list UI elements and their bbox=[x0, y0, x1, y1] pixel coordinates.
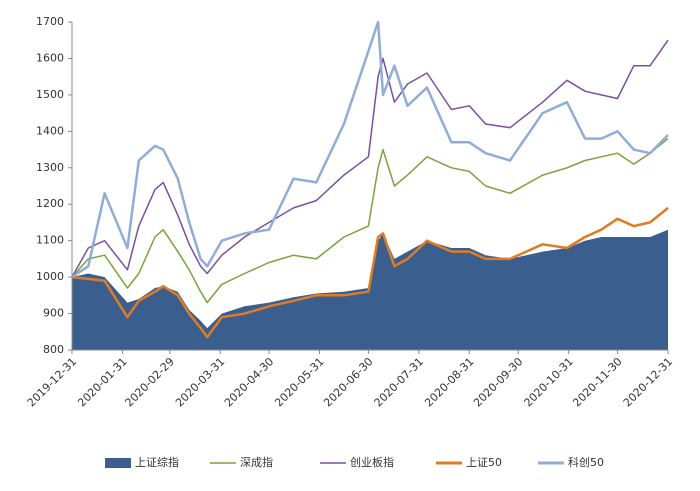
line bbox=[71, 20, 669, 279]
line bbox=[71, 206, 669, 339]
line bbox=[71, 39, 669, 278]
x-tick-label: 2020-08-31 bbox=[422, 355, 476, 409]
legend-label: 上证50 bbox=[466, 456, 502, 469]
x-tick-label: 2020-06-30 bbox=[321, 355, 375, 409]
y-tick-label: 800 bbox=[43, 343, 64, 356]
y-tick-label: 1000 bbox=[36, 270, 64, 283]
x-tick-label: 2020-01-31 bbox=[75, 355, 129, 409]
legend-label: 深成指 bbox=[240, 455, 273, 469]
line bbox=[71, 138, 669, 304]
x-tick-label: 2020-03-31 bbox=[173, 355, 227, 409]
legend-label: 科创50 bbox=[568, 455, 604, 469]
y-tick-label: 1200 bbox=[36, 197, 64, 210]
y-tick-label: 1500 bbox=[36, 88, 64, 101]
x-tick-label: 2019-12-31 bbox=[25, 355, 79, 409]
x-tick-label: 2020-05-31 bbox=[272, 355, 326, 409]
y-tick-label: 1300 bbox=[36, 161, 64, 174]
x-tick-label: 2020-09-30 bbox=[471, 355, 525, 409]
x-tick-label: 2020-12-31 bbox=[621, 355, 675, 409]
y-tick-label: 900 bbox=[43, 307, 64, 320]
y-tick-label: 1100 bbox=[36, 234, 64, 247]
x-tick-label: 2020-07-31 bbox=[372, 355, 426, 409]
y-tick-label: 1600 bbox=[36, 51, 64, 64]
legend-swatch bbox=[105, 458, 131, 468]
x-tick-label: 2020-02-29 bbox=[123, 355, 177, 409]
y-tick-label: 1400 bbox=[36, 124, 64, 137]
x-tick-label: 2020-11-30 bbox=[570, 355, 624, 409]
legend-label: 创业板指 bbox=[350, 455, 394, 469]
x-tick-label: 2020-10-31 bbox=[522, 355, 576, 409]
area bbox=[72, 229, 668, 350]
y-tick-label: 1700 bbox=[36, 15, 64, 28]
legend-label: 上证综指 bbox=[135, 455, 179, 469]
x-tick-label: 2020-04-30 bbox=[222, 355, 276, 409]
